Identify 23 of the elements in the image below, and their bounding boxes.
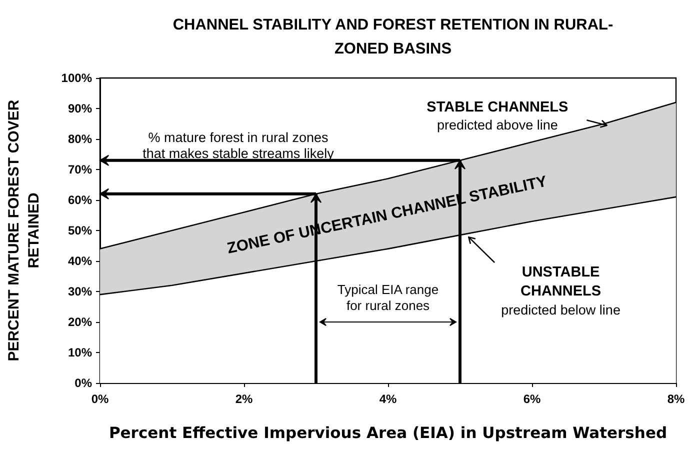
x-tick-label: 2% <box>235 392 253 406</box>
x-tick-label: 4% <box>379 392 397 406</box>
x-tick-label: 6% <box>523 392 541 406</box>
y-axis-title: PERCENT MATURE FOREST COVER RETAINED <box>6 100 42 362</box>
y-tick-label: 100% <box>61 71 92 85</box>
x-tick-label: 8% <box>667 392 685 406</box>
y-tick-label: 60% <box>68 193 92 207</box>
y-tick-label: 90% <box>68 102 92 116</box>
y-tick-label: 80% <box>68 132 92 146</box>
chart-title: CHANNEL STABILITY AND FOREST RETENTION IN RURAL- ZONED BASINS <box>172 16 614 58</box>
y-tick-label: 10% <box>68 346 92 360</box>
x-tick-label: 0% <box>91 392 109 406</box>
y-tick-label: 70% <box>68 162 92 176</box>
y-tick-label: 0% <box>74 376 92 390</box>
y-tick-label: 30% <box>68 284 92 298</box>
annotation: STABLE CHANNELS predicted above line <box>426 100 569 133</box>
annotation: UNSTABLE CHANNELS predicted below line <box>501 264 620 318</box>
annotation: % mature forest in rural zones that makes stable streams likely <box>142 130 334 162</box>
annotation: Typical EIA range for rural zones <box>337 282 439 313</box>
y-tick-label: 50% <box>68 224 92 238</box>
y-tick-label: 20% <box>68 315 92 329</box>
x-axis-title: Percent Effective Impervious Area (EIA) in Upstream Watershed <box>108 424 668 442</box>
y-tick-label: 40% <box>68 254 92 268</box>
